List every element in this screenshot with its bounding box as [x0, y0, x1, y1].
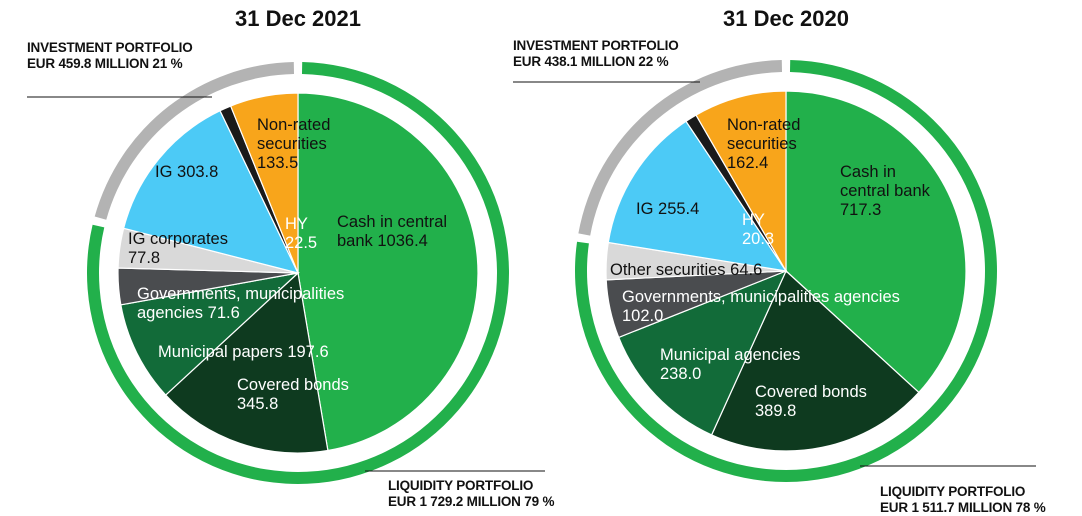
- ring-name-line: INVESTMENT PORTFOLIO: [27, 40, 193, 56]
- slice-name: Governments, municipalities agencies: [137, 285, 345, 322]
- slice-label: Municipal papers 197.6: [158, 343, 398, 362]
- chart-title: 31 Dec 2020: [636, 6, 936, 32]
- slice-label: Governments, municipalities agencies 102…: [622, 288, 902, 326]
- slice-value: 197.6: [287, 343, 329, 361]
- ring-name: INVESTMENT PORTFOLIO: [513, 38, 679, 53]
- slice-value: 77.8: [128, 249, 161, 267]
- ring-name: INVESTMENT PORTFOLIO: [27, 40, 193, 55]
- slice-label: IG 303.8: [155, 163, 275, 182]
- slice-label: HY 20.3: [742, 211, 775, 249]
- slice-name: Covered bonds: [755, 383, 867, 401]
- ring-segment: [578, 60, 783, 236]
- ring-name: LIQUIDITY PORTFOLIO: [880, 484, 1026, 499]
- pie-slice: [607, 120, 788, 272]
- ring-label: LIQUIDITY PORTFOLIO EUR 1 729.2 MILLION 7…: [388, 478, 554, 510]
- slice-label: Covered bonds 389.8: [755, 383, 870, 421]
- ring-name: LIQUIDITY PORTFOLIO: [388, 478, 534, 493]
- slice-value: 389.8: [755, 402, 797, 420]
- slice-label: Non-rated securities 162.4: [727, 116, 822, 173]
- ring-label: LIQUIDITY PORTFOLIO EUR 1 511.7 MILLION 7…: [880, 484, 1046, 516]
- ring-label: INVESTMENT PORTFOLIO EUR 438.1 MILLION 22…: [513, 38, 679, 70]
- slice-value: 64.6: [730, 261, 763, 279]
- slice-name: Governments, municipalities agencies: [622, 288, 900, 306]
- ring-segment: [94, 62, 295, 220]
- ring-label: INVESTMENT PORTFOLIO EUR 459.8 MILLION 21…: [27, 40, 193, 72]
- slice-name: HY: [285, 215, 308, 233]
- ring-value-line: EUR 1 729.2 MILLION 79 %: [388, 494, 554, 510]
- slice-value: 71.6: [207, 304, 240, 322]
- slice-label: Municipal agencies 238.0: [660, 346, 840, 384]
- slice-value: 102.0: [622, 307, 664, 325]
- slice-label: Other securities 64.6: [610, 261, 880, 280]
- slice-label: Non-rated securities 133.5: [257, 116, 352, 173]
- pie-slice: [120, 272, 300, 396]
- slice-name: HY: [742, 211, 765, 229]
- slice-label: Cash in central bank 1036.4: [337, 213, 462, 251]
- slice-value: 22.5: [285, 234, 318, 252]
- pie-slice: [297, 92, 479, 452]
- pie-slice: [695, 90, 787, 274]
- ring-value-line: EUR 438.1 MILLION 22 %: [513, 54, 679, 70]
- slice-label: Covered bonds 345.8: [237, 376, 357, 414]
- slice-value: 717.3: [840, 201, 882, 219]
- slice-label: Governments, municipalities agencies 71.…: [137, 285, 407, 323]
- chart-title: 31 Dec 2021: [148, 6, 448, 32]
- ring-value: EUR 438.1 MILLION 22 %: [513, 54, 669, 69]
- ring-value-line: EUR 1 511.7 MILLION 78 %: [880, 500, 1046, 516]
- slice-name: Other securities: [610, 261, 726, 279]
- slice-name: IG corporates: [128, 230, 228, 248]
- ring-value: EUR 459.8 MILLION 21 %: [27, 56, 183, 71]
- slice-name: Municipal agencies: [660, 346, 801, 364]
- slice-value: 133.5: [257, 154, 299, 172]
- slice-name: Non-rated securities: [727, 116, 801, 153]
- slice-name: Cash in central bank: [840, 163, 930, 200]
- ring-value-line: EUR 459.8 MILLION 21 %: [27, 56, 193, 72]
- pie-slice: [229, 92, 299, 274]
- chart-title-text: 31 Dec 2020: [723, 6, 849, 31]
- slice-value: 255.4: [658, 200, 700, 218]
- slice-label: Cash in central bank 717.3: [840, 163, 930, 220]
- slice-value: 162.4: [727, 154, 769, 172]
- slice-value: 20.3: [742, 230, 775, 248]
- slice-name: Covered bonds: [237, 376, 349, 394]
- ring-name-line: LIQUIDITY PORTFOLIO: [388, 478, 554, 494]
- ring-value: EUR 1 729.2 MILLION 79 %: [388, 494, 555, 509]
- slice-value: 345.8: [237, 395, 279, 413]
- slice-label: IG corporates 77.8: [128, 230, 253, 268]
- pie-slice: [710, 269, 920, 452]
- slice-label: HY 22.5: [285, 215, 318, 253]
- slice-value: 238.0: [660, 365, 702, 383]
- slice-value: 1036.4: [377, 232, 428, 250]
- ring-name-line: LIQUIDITY PORTFOLIO: [880, 484, 1046, 500]
- ring-value: EUR 1 511.7 MILLION 78 %: [880, 500, 1046, 515]
- slice-value: 303.8: [177, 163, 219, 181]
- slice-name: Non-rated securities: [257, 116, 331, 153]
- slice-name: Municipal papers: [158, 343, 283, 361]
- slice-label: IG 255.4: [636, 200, 746, 219]
- slice-name: IG: [155, 163, 173, 181]
- slice-name: IG: [636, 200, 654, 218]
- pie-slice: [617, 269, 788, 436]
- pie-slice: [785, 90, 967, 394]
- pie-slice: [122, 109, 300, 274]
- slice-name: Cash in central bank: [337, 213, 448, 250]
- pie-slice: [164, 271, 329, 454]
- chart-title-text: 31 Dec 2021: [235, 6, 361, 31]
- ring-name-line: INVESTMENT PORTFOLIO: [513, 38, 679, 54]
